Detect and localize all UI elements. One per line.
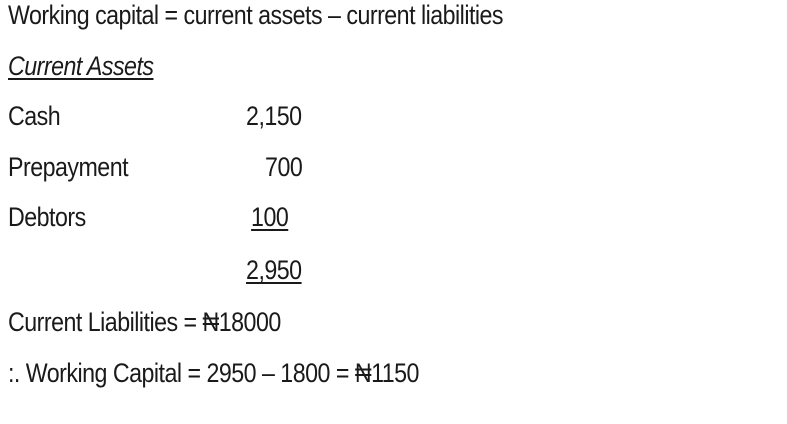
working-capital-line: :. Working Capital = 2950 – 1800 = ₦1150 [8,358,419,388]
asset-amount: 2,150 [246,101,302,131]
assets-total: 2,950 [246,255,302,285]
asset-label: Prepayment [8,152,129,182]
asset-row-cash: Cash 2,150 [8,99,348,133]
asset-row-prepayment: Prepayment 700 [8,150,348,184]
asset-label: Cash [8,101,61,131]
asset-amount: 100 [250,202,289,232]
assets-total-row: 2,950 [8,253,348,287]
asset-label: Debtors [8,202,86,232]
asset-row-debtors: Debtors 100 [8,200,348,234]
asset-amount: 700 [264,152,303,182]
current-liabilities-line: Current Liabilities = ₦18000 [8,307,281,337]
current-assets-heading: Current Assets [8,51,154,81]
formula-line: Working capital = current assets – curre… [8,0,504,30]
